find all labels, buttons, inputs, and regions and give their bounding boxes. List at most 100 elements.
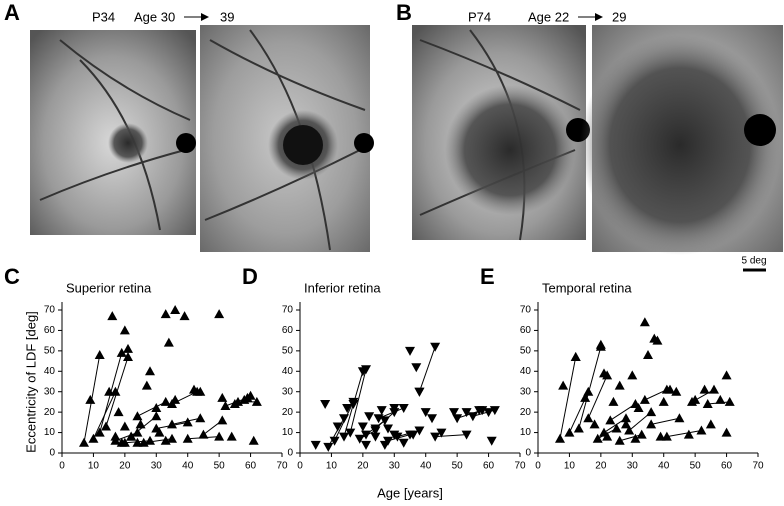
data-point [467,412,478,422]
data-point [555,433,565,443]
data-point [329,436,340,446]
data-point [104,386,115,396]
data-point [646,419,657,429]
data-point [699,384,710,394]
data-point [189,384,199,394]
y-tick-label: 20 [44,407,56,418]
data-point [94,427,105,437]
data-point [408,430,419,440]
y-tick-label: 30 [520,386,532,397]
data-point [592,433,603,443]
data-point [239,394,250,404]
follow-up-line [378,407,404,419]
follow-up-line [578,346,602,429]
data-point [154,427,165,437]
data-point [370,432,381,442]
data-point [217,415,228,425]
data-point [690,394,701,404]
data-point [414,387,425,397]
x-tick-label: 0 [535,461,541,472]
follow-up-line [349,369,367,433]
data-point [145,366,155,376]
y-axis-label: Eccentricity of LDF [deg] [23,311,38,453]
age-end: 39 [220,9,234,24]
data-point [621,413,631,423]
age-start: Age 30 [134,9,175,24]
x-tick-label: 30 [627,461,639,472]
data-point [589,419,600,429]
patient-id: P34 [92,9,115,24]
panel-label: B [396,0,412,25]
y-tick-label: 70 [520,305,532,316]
data-point [430,432,441,442]
chart-title: Inferior retina [304,280,381,295]
data-point [599,368,609,378]
data-point [229,398,240,408]
data-point [332,422,343,432]
data-point [671,386,682,396]
chart-title: Temporal retina [542,280,632,295]
data-point [220,401,231,411]
y-tick-label: 70 [282,305,294,316]
data-point [721,370,732,380]
data-point [702,398,713,408]
x-tick-label: 0 [59,461,65,472]
data-point [605,415,616,425]
x-tick-label: 30 [389,461,401,472]
x-tick-label: 50 [452,461,464,472]
data-point [474,406,485,416]
y-tick-label: 10 [520,427,532,438]
data-point [167,433,177,443]
data-point [113,407,124,417]
scale-label: 5 deg [741,256,766,267]
x-tick-label: 70 [752,461,764,472]
follow-up-line [587,375,608,419]
data-point [248,435,259,445]
y-tick-label: 10 [44,427,56,438]
fundus-image [580,25,783,255]
panel-label: E [480,264,495,289]
data-point [580,392,591,402]
x-tick-label: 40 [658,461,670,472]
x-tick-label: 70 [514,461,526,472]
data-point [602,431,613,441]
data-point [630,433,641,443]
y-tick-label: 40 [282,366,294,377]
data-point [195,386,206,396]
data-point [452,414,463,424]
data-point [414,426,425,436]
data-point [195,413,206,423]
data-point [705,419,716,429]
follow-up-line [651,417,680,425]
data-point [658,396,669,406]
y-tick-label: 0 [49,448,55,459]
data-point [665,384,675,394]
data-point [364,412,375,422]
data-point [621,419,631,429]
panel-label: A [4,0,20,25]
data-point [486,436,497,446]
fundus-image [200,25,374,252]
data-point [611,423,622,433]
y-tick-label: 0 [287,448,293,459]
data-point [138,437,149,447]
data-point [398,438,409,448]
data-point [614,380,625,390]
data-point [583,413,594,423]
data-point [398,404,409,414]
data-point [110,386,121,396]
patient-id: P74 [468,9,491,24]
data-point [119,421,130,431]
data-point [310,440,321,450]
x-tick-label: 10 [564,461,576,472]
follow-up-line [418,346,436,392]
follow-up-line [334,401,354,441]
y-tick-label: 20 [520,407,532,418]
follow-up-line [171,417,201,425]
data-point [652,335,663,345]
data-point [170,305,181,314]
data-point [170,394,181,404]
data-point [151,403,162,413]
x-tick-label: 20 [119,461,131,472]
x-tick-label: 0 [297,461,303,472]
